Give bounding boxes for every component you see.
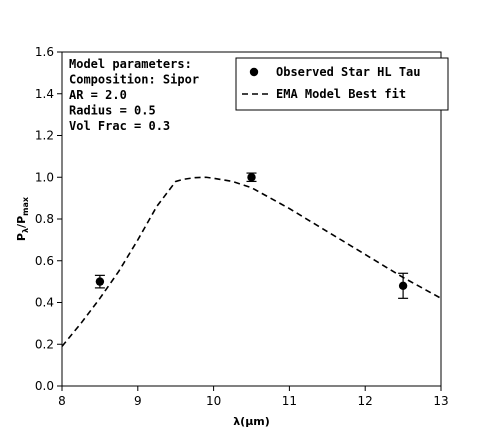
y-tick-label: 0.6 bbox=[35, 254, 54, 268]
x-tick-label: 10 bbox=[206, 394, 221, 408]
x-axis-label: λ(μm) bbox=[233, 415, 270, 428]
annotation-line: Radius = 0.5 bbox=[69, 104, 156, 118]
data-point bbox=[398, 281, 408, 290]
y-tick-label: 0.4 bbox=[35, 296, 54, 310]
y-axis-label: Pλ/Pmax bbox=[15, 196, 30, 241]
x-tick-label: 9 bbox=[134, 394, 142, 408]
y-axis-label-subscript: max bbox=[21, 196, 30, 216]
y-tick-label: 0.2 bbox=[35, 337, 54, 351]
annotation-line: Composition: Sipor bbox=[69, 73, 199, 87]
model-dashed-line bbox=[61, 176, 442, 347]
legend-marker-circle bbox=[249, 67, 259, 77]
x-tick-label: 8 bbox=[58, 394, 66, 408]
y-axis-label-part: /P bbox=[15, 216, 28, 228]
y-axis-label-part: P bbox=[15, 233, 28, 241]
plot-layer: 8 9 10 11 12 13 0.0 0.2 0.4 0.6 0.8 1.0 1.2 1.4 1.6 λ(μ… bbox=[15, 45, 449, 428]
x-tick-label: 13 bbox=[433, 394, 448, 408]
legend-label: EMA Model Best fit bbox=[276, 87, 406, 101]
y-tick-label: 0.8 bbox=[35, 212, 54, 226]
annotation-line: Model parameters: bbox=[69, 57, 192, 71]
y-tick-label: 1.4 bbox=[35, 87, 54, 101]
data-point bbox=[247, 173, 256, 182]
x-tick-label: 11 bbox=[282, 394, 297, 408]
annotation-line: AR = 2.0 bbox=[69, 88, 127, 102]
y-tick-label: 1.6 bbox=[35, 45, 54, 59]
y-axis-label-subscript: λ bbox=[21, 228, 30, 233]
y-tick-label: 0.0 bbox=[35, 379, 54, 393]
annotation-line: Vol Frac = 0.3 bbox=[69, 119, 170, 133]
y-tick-label: 1.2 bbox=[35, 129, 54, 143]
legend-box bbox=[235, 57, 449, 111]
legend-label: Observed Star HL Tau bbox=[276, 65, 421, 79]
x-tick-label: 12 bbox=[358, 394, 373, 408]
data-point bbox=[95, 277, 105, 286]
y-tick-label: 1.0 bbox=[35, 170, 54, 184]
